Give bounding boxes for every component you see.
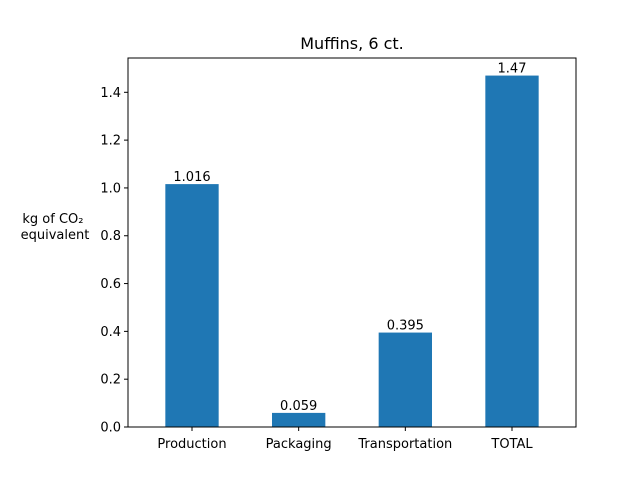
bar-production xyxy=(165,184,219,427)
bar-transportation xyxy=(378,332,432,427)
y-axis-label-line-1: kg of CO₂ xyxy=(22,212,83,227)
bar-value-label-total: 1.47 xyxy=(498,62,527,77)
y-axis: 0.0 0.2 0.4 0.6 0.8 1.0 1.2 1.4 xyxy=(100,86,128,436)
y-tick-label: 1.4 xyxy=(100,86,121,101)
x-tick-label-total: TOTAL xyxy=(490,437,533,452)
y-axis-label-line-2: equivalent xyxy=(21,228,90,243)
y-tick-label: 1.2 xyxy=(100,134,121,149)
bar-value-label-production: 1.016 xyxy=(173,170,210,185)
x-tick-label-packaging: Packaging xyxy=(266,437,332,452)
y-tick-label: 0.6 xyxy=(100,277,121,292)
y-tick-label: 0.2 xyxy=(100,373,121,388)
y-axis-label: kg of CO₂ equivalent xyxy=(21,212,90,243)
x-tick-label-transportation: Transportation xyxy=(357,437,452,452)
x-axis: Production Packaging Transportation TOTAL xyxy=(157,427,533,452)
bar-value-label-packaging: 0.059 xyxy=(280,399,317,414)
x-tick-label-production: Production xyxy=(157,437,226,452)
y-tick-label: 0.8 xyxy=(100,229,121,244)
y-tick-label: 0.0 xyxy=(100,421,121,436)
bars-group xyxy=(165,75,539,428)
bar-total xyxy=(485,75,539,428)
bar-labels-group: 1.016 0.059 0.395 1.47 xyxy=(173,62,526,414)
y-tick-label: 1.0 xyxy=(100,181,121,196)
chart-title: Muffins, 6 ct. xyxy=(300,34,403,53)
y-tick-label: 0.4 xyxy=(100,325,121,340)
plot-frame xyxy=(127,57,577,428)
bar-packaging xyxy=(272,412,326,427)
bar-value-label-transportation: 0.395 xyxy=(387,319,424,334)
